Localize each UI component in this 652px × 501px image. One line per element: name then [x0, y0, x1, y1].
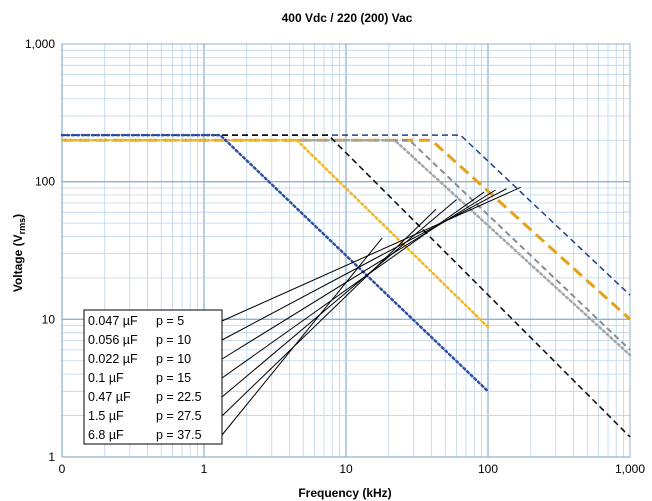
chart-title: 400 Vdc / 220 (200) Vac — [282, 11, 413, 25]
legend-capacitance-4: 0.1 µF — [88, 371, 124, 385]
series-layer — [60, 133, 632, 438]
legend-pointer-2 — [221, 188, 507, 341]
x-tick-label: 1,000 — [615, 462, 645, 476]
legend-capacitance-5: 0.47 µF — [88, 390, 131, 404]
x-tick-label: 0 — [59, 462, 66, 476]
legend-capacitance-1: 0.047 µF — [88, 314, 138, 328]
y-tick-label: 1,000 — [25, 37, 55, 51]
y-tick-label: 10 — [42, 312, 56, 326]
series-line-6 — [60, 138, 490, 329]
x-tick-labels: 0 1 10 100 1,000 — [59, 462, 646, 476]
series-line-5 — [62, 134, 631, 438]
legend-pointer-4 — [221, 191, 485, 379]
x-tick-label: 10 — [339, 462, 353, 476]
legend-pitch-3: p = 10 — [156, 352, 191, 366]
legend-pitch-5: p = 22.5 — [156, 390, 202, 404]
y-tick-label: 100 — [35, 175, 55, 189]
series-line-7 — [60, 133, 490, 393]
legend-pitch-1: p = 5 — [156, 314, 184, 328]
x-axis-label: Frequency (kHz) — [298, 486, 391, 500]
legend-pointer-1 — [221, 186, 521, 322]
legend-pitch-2: p = 10 — [156, 333, 191, 347]
legend-capacitance-2: 0.056 µF — [88, 333, 138, 347]
legend-pointer-6 — [221, 208, 437, 417]
x-tick-label: 100 — [478, 462, 498, 476]
legend-box — [83, 309, 223, 445]
legend-pitch-4: p = 15 — [156, 371, 191, 385]
x-tick-label: 1 — [201, 462, 208, 476]
legend-pointer-7 — [221, 237, 383, 436]
y-axis-label-close: ) — [11, 214, 25, 218]
y-tick-labels: 1 10 100 1,000 — [25, 37, 55, 464]
legend-pitch-7: p = 37.5 — [156, 428, 202, 442]
y-axis-label-main: Voltage (V — [11, 234, 25, 292]
y-axis-label: Voltage (Vrms) — [11, 214, 27, 292]
legend-capacitance-7: 6.8 µF — [88, 428, 124, 442]
y-axis-label-sub: rms — [17, 218, 27, 235]
plot-frame — [61, 43, 631, 458]
legend-capacitance-3: 0.022 µF — [88, 352, 138, 366]
legend-capacitance-6: 1.5 µF — [88, 409, 124, 423]
legend-pitch-6: p = 27.5 — [156, 409, 202, 423]
y-tick-label: 1 — [48, 450, 55, 464]
grid — [61, 44, 630, 458]
legend-pointer-5 — [221, 199, 457, 398]
pointer-layer — [221, 186, 521, 436]
legend-pointer-3 — [221, 189, 496, 360]
legend: 0.047 µF p = 5 0.056 µF p = 10 0.022 µF p = 1… — [83, 309, 223, 445]
